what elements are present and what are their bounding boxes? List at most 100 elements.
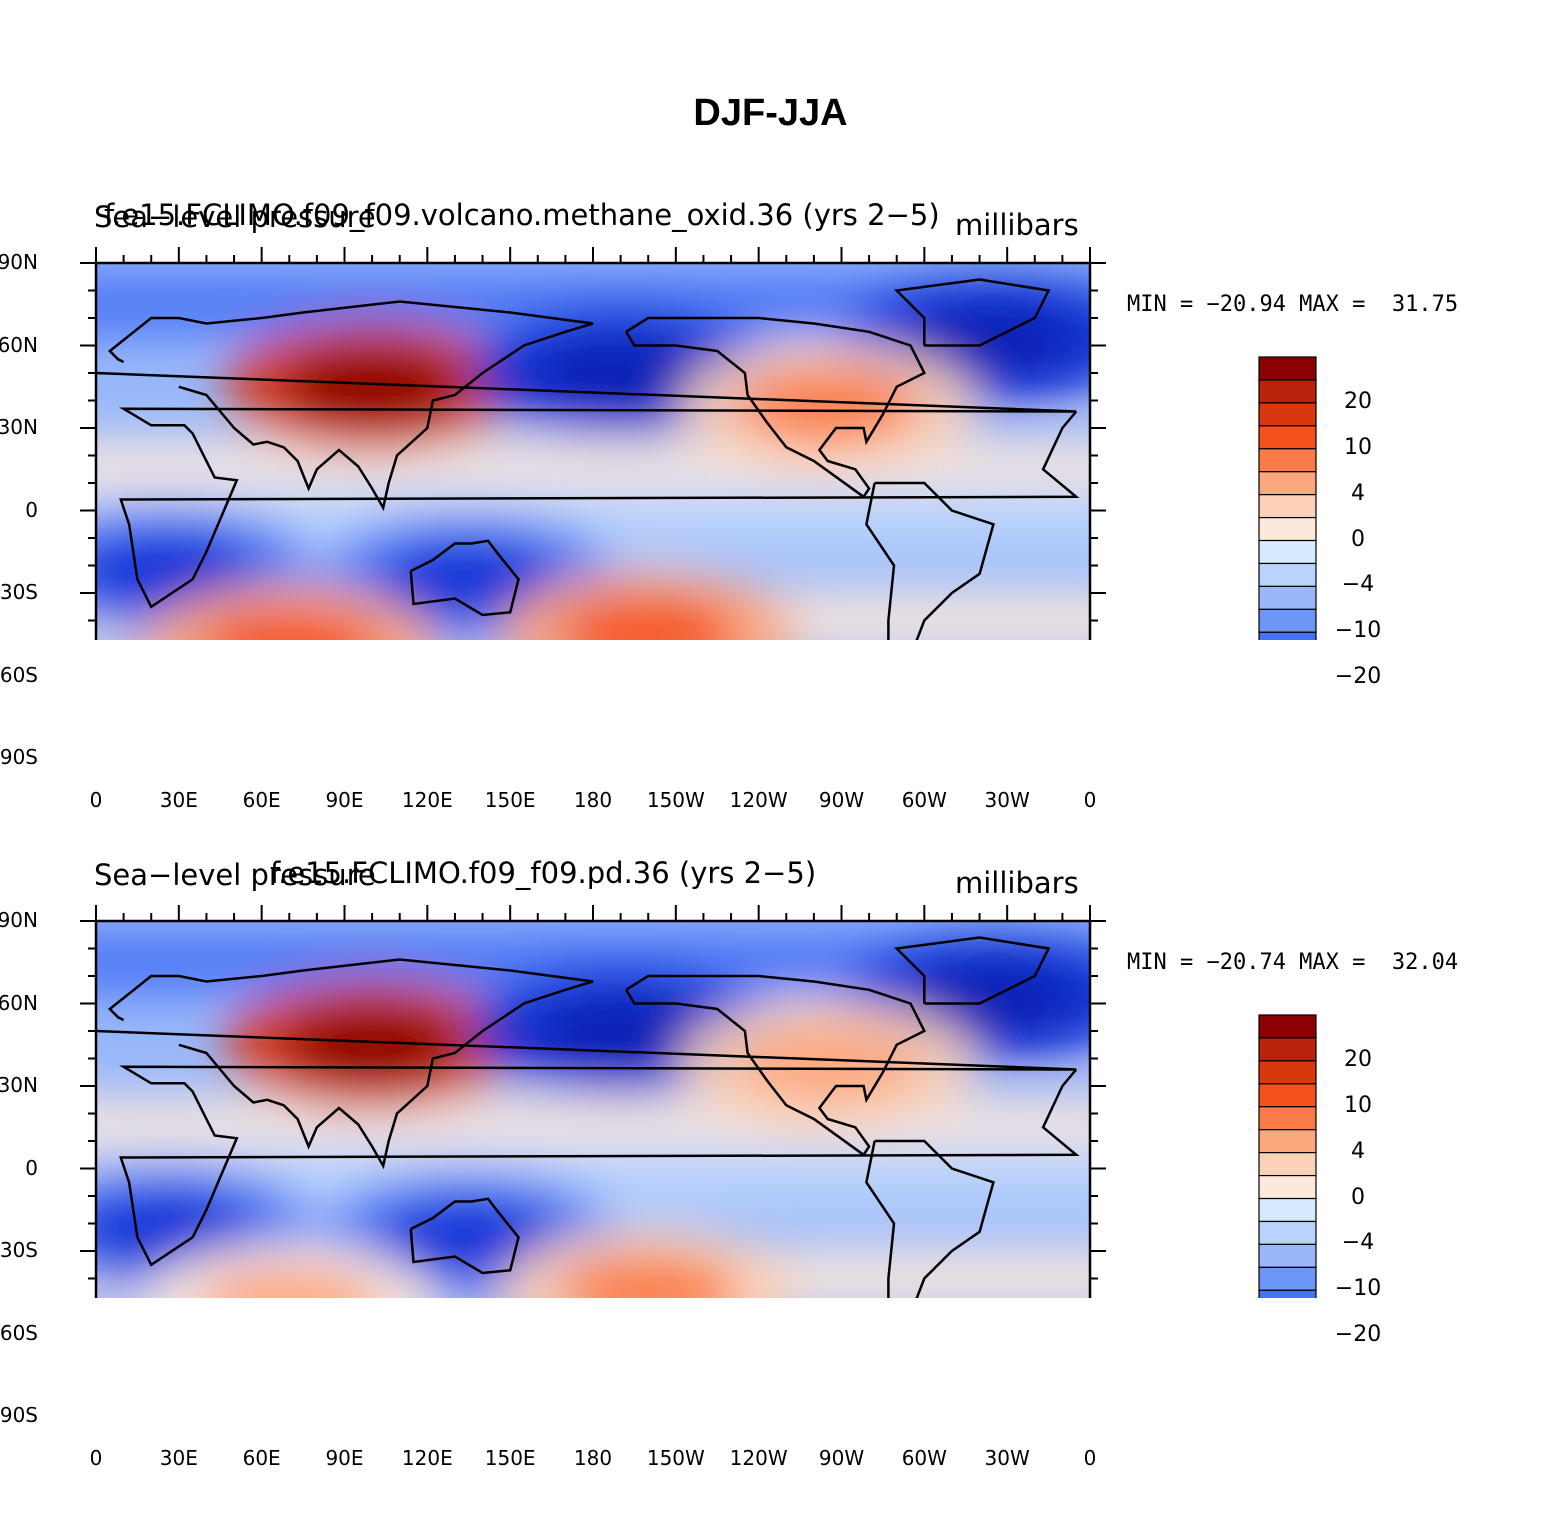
x-tick-label: 0: [89, 1446, 103, 1470]
y-tick-label: 90N: [0, 250, 38, 274]
map-panel-1: Sea−level pressure f.e15.FCLIMO.f09_f09.…: [0, 0, 1541, 812]
colorbar-swatch: [1258, 585, 1317, 610]
colorbar-label: −10: [1334, 1276, 1382, 1302]
colorbar-label: 4: [1351, 1138, 1365, 1164]
x-tick-label: 30W: [984, 788, 1030, 812]
colorbar-swatch: [1258, 631, 1317, 640]
colorbar-swatch: [1258, 1083, 1317, 1108]
x-tick-label: 120E: [401, 1446, 453, 1470]
colorbar-swatch: [1258, 608, 1317, 633]
colorbar-swatch: [1258, 1129, 1317, 1154]
y-tick-label: 0: [25, 1155, 38, 1180]
x-tick-label: 120W: [729, 788, 788, 812]
colorbar-label: 0: [1351, 526, 1365, 552]
x-tick-label: 0: [1083, 788, 1097, 812]
y-tick-label: 30S: [0, 580, 38, 604]
colorbar-swatch: [1258, 402, 1317, 427]
y-tick-label: 30S: [0, 1238, 38, 1262]
colorbar-label: 20: [1344, 1046, 1372, 1072]
colorbar-label: 4: [1351, 480, 1365, 506]
coastline: [894, 278, 1051, 347]
colorbar-swatch: [1258, 379, 1317, 404]
coastline: [107, 958, 594, 1170]
axis-ticks: [80, 247, 1106, 622]
x-tick-label: 90E: [325, 1446, 364, 1470]
coastline: [409, 539, 520, 617]
colorbar-swatch: [1258, 1060, 1317, 1085]
colorbar: [1258, 356, 1317, 640]
y-tick-label: 30N: [0, 415, 38, 439]
coastline: [894, 936, 1051, 1005]
x-tick-label: 180: [573, 1446, 613, 1470]
x-tick-label: 0: [1083, 1446, 1097, 1470]
colorbar-swatch: [1258, 1106, 1317, 1131]
colorbar-swatch: [1258, 1014, 1317, 1039]
x-tick-label: 60W: [901, 788, 947, 812]
y-tick-label: 30N: [0, 1073, 38, 1097]
min-max-label: MIN = −20.74 MAX = 32.04: [1127, 950, 1459, 975]
x-tick-label: 150W: [646, 1446, 705, 1470]
units-label: millibars: [955, 866, 1079, 900]
colorbar-swatch: [1258, 494, 1317, 519]
colorbar-swatch: [1258, 1289, 1317, 1298]
case-title: f.e15.FCLIMO.f09_f09.pd.36 (yrs 2−5): [270, 856, 817, 890]
map-panel-2: Sea−level pressure f.e15.FCLIMO.f09_f09.…: [0, 658, 1541, 1470]
y-tick-label: 60S: [0, 662, 38, 687]
x-tick-label: 60E: [242, 788, 281, 812]
x-tick-label: 150W: [646, 788, 705, 812]
coastlines: [96, 936, 1080, 1298]
pressure-anomaly-core: [282, 348, 463, 425]
coastline: [865, 481, 995, 640]
pressure-anomaly-core: [201, 1268, 378, 1298]
colorbar-swatch: [1258, 1266, 1317, 1291]
coastline: [96, 1029, 1080, 1267]
pressure-anomaly-core: [96, 1191, 256, 1267]
colorbar-swatch: [1258, 1220, 1317, 1246]
x-tick-label: 150E: [484, 1446, 536, 1470]
x-tick-label: 150E: [484, 788, 536, 812]
x-tick-label: 30W: [984, 1446, 1030, 1470]
x-tick-label: 90W: [818, 1446, 865, 1470]
colorbar-label: 10: [1344, 1092, 1372, 1118]
coastline: [409, 1197, 520, 1275]
coastline: [625, 316, 926, 499]
figure-title: DJF-JJA: [693, 92, 848, 134]
variable-title: Sea−level pressure: [94, 858, 376, 892]
x-tick-label: 60W: [901, 1446, 947, 1470]
axis-ticks: [80, 905, 1106, 1280]
y-tick-label: 90S: [0, 745, 38, 769]
colorbar-swatch: [1258, 471, 1317, 496]
colorbar-label: −10: [1334, 618, 1382, 644]
colorbar-swatch: [1258, 425, 1317, 450]
colorbar-swatch: [1258, 448, 1317, 473]
y-tick-label: 90S: [0, 1403, 38, 1427]
colorbar-label: −4: [1341, 1230, 1375, 1256]
pressure-anomaly-core: [201, 610, 378, 640]
coastline: [96, 371, 1080, 609]
y-tick-label: 60N: [0, 990, 38, 1015]
colorbar-label: 20: [1344, 388, 1372, 414]
pressure-field: [96, 921, 1090, 1298]
y-tick-label: 60S: [0, 1320, 38, 1345]
coastline: [107, 300, 594, 512]
x-tick-label: 30E: [159, 1446, 198, 1470]
colorbar-label: 10: [1344, 434, 1372, 460]
coastline: [625, 974, 926, 1157]
y-tick-label: 0: [25, 497, 38, 522]
y-tick-label: 90N: [0, 908, 38, 932]
colorbar-label: −4: [1341, 572, 1375, 598]
coastline: [865, 1139, 995, 1298]
x-tick-label: 0: [89, 788, 103, 812]
pressure-anomaly-core: [737, 1026, 918, 1102]
map-svg: [80, 247, 1317, 640]
x-tick-label: 90W: [818, 788, 865, 812]
colorbar-swatch: [1258, 1037, 1317, 1062]
units-label: millibars: [955, 208, 1079, 242]
pressure-anomaly-core: [282, 1006, 463, 1083]
colorbar: [1258, 1014, 1317, 1298]
colorbar-label: −20: [1334, 664, 1382, 690]
colorbar-swatch: [1258, 516, 1317, 542]
colorbar-swatch: [1258, 1197, 1317, 1223]
colorbar-swatch: [1258, 1243, 1317, 1268]
variable-title: Sea−level pressure: [94, 200, 376, 234]
